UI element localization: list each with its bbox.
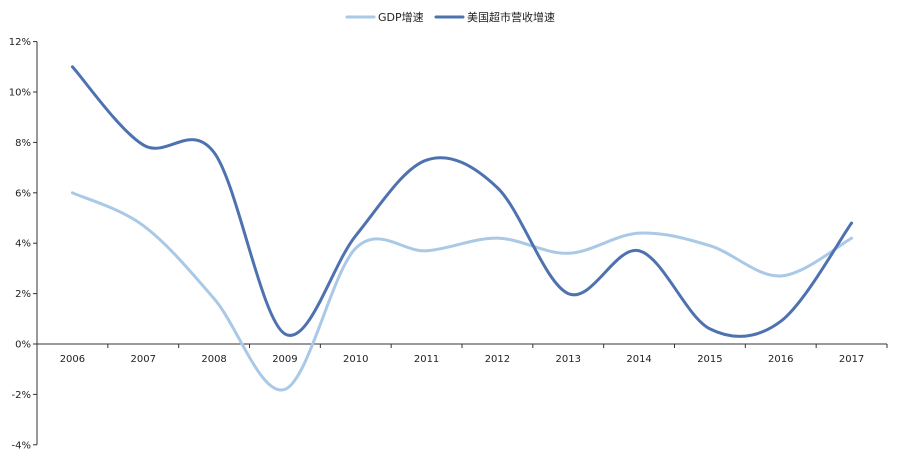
data-point [850,222,853,225]
axes: 12% 10% 8% 6% 4% 2% 0% -2% -4% 2006 2007 2008 2009 20… [9,37,888,451]
data-point [708,327,711,330]
data-point [425,159,428,162]
y-tick-label: 8% [15,138,31,149]
x-tick-label: 2016 [768,354,793,365]
x-tick-label: 2015 [697,354,722,365]
y-tick-label: 12% [9,37,31,48]
data-point [354,247,357,250]
data-point [638,249,641,252]
x-tick-label: 2010 [343,354,368,365]
legend: GDP增速 美国超市营收增速 [345,10,555,24]
data-point [283,332,286,335]
x-tick-label: 2011 [414,354,439,365]
legend-label: GDP增速 [378,10,424,24]
data-point [567,292,570,295]
x-tick-label: 2014 [626,354,651,365]
y-tick-label: 4% [15,239,31,250]
data-point [567,252,570,255]
data-point [213,297,216,300]
y-tick-label: 0% [15,340,31,351]
y-tick-label: -2% [12,390,31,401]
y-tick-label: 6% [15,188,31,199]
x-tick-label: 2013 [556,354,581,365]
data-point [71,65,74,68]
series-line-1 [70,191,854,392]
data-point [425,249,428,252]
y-tick-label: 2% [15,289,31,300]
data-point [142,143,145,146]
data-point [850,237,853,240]
x-tick-label: 2012 [485,354,510,365]
data-point [496,237,499,240]
data-point [708,244,711,247]
data-point [283,388,286,391]
data-point [779,320,782,323]
x-tick-label: 2008 [201,354,226,365]
legend-label: 美国超市营收增速 [467,10,555,24]
data-point [638,232,641,235]
y-tick-label: 10% [9,88,31,99]
y-tick-label: -4% [12,440,31,451]
data-point [142,224,145,227]
x-tick-label: 2006 [60,354,85,365]
data-point [213,151,216,154]
series-line-2 [70,65,854,338]
data-point [354,234,357,237]
data-point [779,274,782,277]
x-tick-label: 2007 [131,354,156,365]
x-tick-label: 2009 [272,354,297,365]
x-tick-label: 2017 [839,354,864,365]
data-point [71,191,74,194]
series-lines [70,65,854,392]
data-point [496,186,499,189]
